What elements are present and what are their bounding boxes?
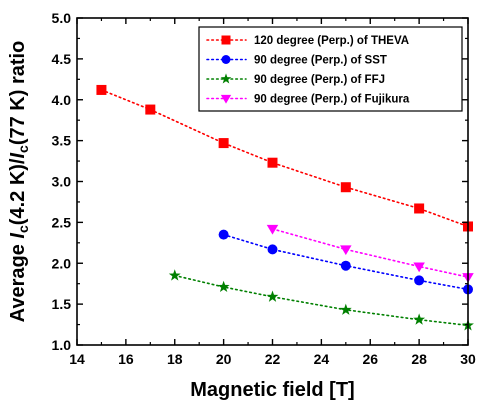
data-point-s1-2 xyxy=(340,260,351,271)
y-tick-label-3: 2.5 xyxy=(52,214,72,230)
y-tick-label-2: 2.0 xyxy=(52,255,72,271)
axes: 14 16 18 20 22 24 26 28 30 1.0 1.5 2.0 2.5 3.0 3.5 4.0 4… xyxy=(52,10,476,367)
x-tick-label-7: 28 xyxy=(411,351,427,367)
x-tick-label-1: 16 xyxy=(118,351,134,367)
legend-label-2: 90 degree (Perp.) of FFJ xyxy=(254,74,385,86)
y-axis-title-part-4: I xyxy=(7,153,29,159)
y-axis-title-part-5: c xyxy=(15,145,31,153)
data-point-s2-1 xyxy=(217,280,230,293)
x-tick-label-8: 30 xyxy=(460,351,476,367)
x-tick-label-5: 24 xyxy=(314,351,330,367)
y-tick-label-8: 5.0 xyxy=(52,10,72,26)
data-point-s0-0 xyxy=(96,84,107,95)
x-tick-label-6: 26 xyxy=(362,351,378,367)
x-axis-title: Magnetic field [T] xyxy=(190,379,354,401)
y-axis-title-part-2: c xyxy=(15,225,31,233)
data-point-s3-0 xyxy=(266,224,279,235)
x-tick-label-2: 18 xyxy=(167,351,183,367)
y-tick-label-1: 1.5 xyxy=(52,296,72,312)
y-tick-label-4: 3.0 xyxy=(52,174,72,190)
legend-marker-2 xyxy=(220,73,232,84)
data-point-s2-0 xyxy=(168,269,181,281)
y-tick-label-0: 1.0 xyxy=(52,337,72,353)
legend-box xyxy=(198,26,463,112)
legend-marker-0 xyxy=(221,35,231,45)
y-tick-label-5: 3.5 xyxy=(52,133,72,149)
data-point-s0-1 xyxy=(145,104,156,115)
y-tick-label-7: 4.5 xyxy=(52,51,72,67)
data-point-s1-3 xyxy=(414,275,425,286)
y-axis-title-part-0: Average xyxy=(7,239,29,323)
data-point-s2-4 xyxy=(413,313,426,325)
data-point-s1-0 xyxy=(218,229,229,240)
y-axis-title-part-1: I xyxy=(7,233,29,239)
legend: 120 degree (Perp.) of THEVA 90 degree (Pe… xyxy=(198,26,463,112)
x-tick-label-4: 22 xyxy=(265,351,281,367)
data-point-s0-2 xyxy=(218,138,229,149)
data-point-s2-2 xyxy=(266,290,279,302)
data-point-s0-4 xyxy=(340,182,351,193)
y-axis-title: Average Ic(4.2 K)/Ic(77 K) ratio xyxy=(7,41,31,323)
series-line-3 xyxy=(271,228,469,278)
data-point-s0-3 xyxy=(267,157,278,168)
data-point-s2-3 xyxy=(339,303,352,315)
legend-label-0: 120 degree (Perp.) of THEVA xyxy=(254,35,409,47)
data-point-s0-5 xyxy=(414,203,425,214)
data-point-s1-1 xyxy=(267,244,278,255)
legend-label-1: 90 degree (Perp.) of SST xyxy=(254,55,387,67)
y-axis-title-part-3: (4.2 K)/ xyxy=(7,158,29,225)
legend-marker-3 xyxy=(220,94,232,104)
y-axis-title-part-6: (77 K) ratio xyxy=(7,41,29,145)
y-tick-label-6: 4.0 xyxy=(52,92,72,108)
x-tick-label-3: 20 xyxy=(216,351,232,367)
series-line-2 xyxy=(174,274,469,327)
data-point-s3-2 xyxy=(413,262,425,273)
legend-marker-1 xyxy=(221,55,231,64)
data-point-s3-1 xyxy=(340,245,352,256)
x-tick-label-0: 14 xyxy=(69,351,85,367)
legend-label-3: 90 degree (Perp.) of Fujikura xyxy=(254,94,410,106)
